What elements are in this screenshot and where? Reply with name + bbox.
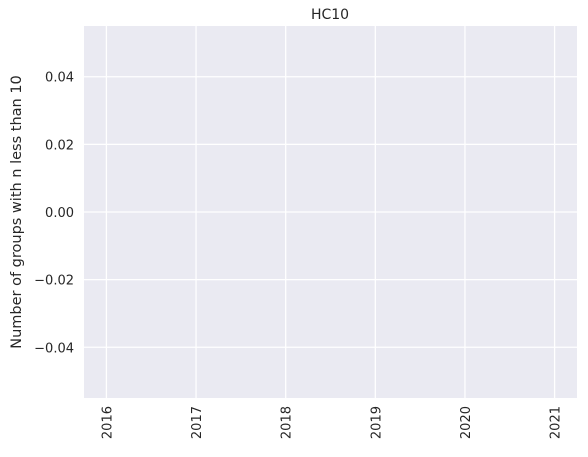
x-ticks: 2016 2017 2018 2019 2020 2021 bbox=[100, 406, 563, 439]
y-tick-label: 0.00 bbox=[45, 206, 74, 221]
y-tick-label: −0.02 bbox=[34, 274, 74, 289]
x-tick-label: 2021 bbox=[549, 406, 564, 439]
y-tick-label: −0.04 bbox=[34, 341, 74, 356]
x-tick-label: 2016 bbox=[100, 406, 115, 439]
y-axis-title: Number of groups with n less than 10 bbox=[9, 75, 25, 349]
x-tick-label: 2020 bbox=[459, 406, 474, 439]
chart-title: HC10 bbox=[311, 7, 349, 23]
y-tick-label: 0.02 bbox=[45, 138, 74, 153]
grid-lines bbox=[84, 26, 577, 398]
x-tick-label: 2019 bbox=[369, 406, 384, 439]
y-ticks: −0.04 −0.02 0.00 0.02 0.04 bbox=[34, 71, 74, 357]
x-tick-label: 2017 bbox=[190, 406, 205, 439]
x-tick-label: 2018 bbox=[280, 406, 295, 439]
y-tick-label: 0.04 bbox=[45, 71, 74, 86]
